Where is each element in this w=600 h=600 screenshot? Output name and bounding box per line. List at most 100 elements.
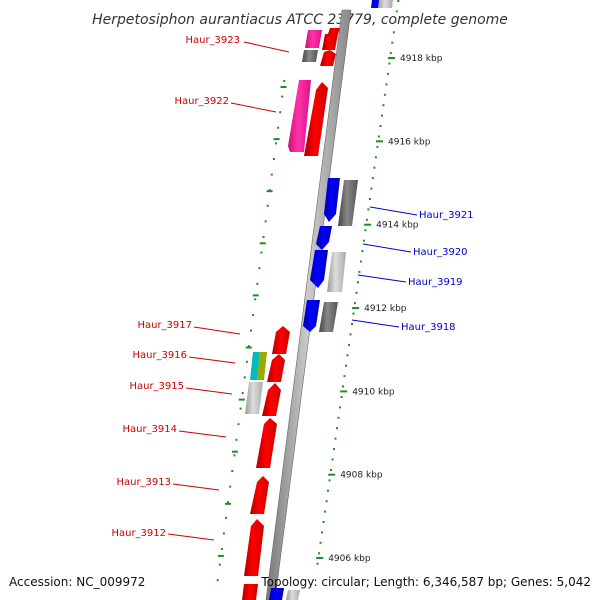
gene-top-gray-light: [378, 0, 393, 8]
tick-dot-left: [243, 376, 246, 379]
tick-dot-right: [352, 312, 355, 315]
tick-dot-right: [374, 156, 377, 159]
tick-major-left: [238, 398, 245, 401]
leader-3918: [351, 319, 400, 328]
label-haur-3916[interactable]: Haur_3916: [132, 350, 187, 361]
tick-dot-right: [362, 239, 365, 242]
tick-dot-left: [275, 142, 277, 145]
gene-top-red-tip: [328, 28, 340, 34]
tick-dot-left: [283, 80, 286, 82]
tick-dot-left: [229, 485, 232, 488]
tick-dot-right: [354, 302, 356, 305]
scale-label-4910: 4910 kbp: [352, 387, 395, 397]
tick-dot-right: [376, 145, 379, 148]
tick-dot-left: [241, 392, 244, 394]
scale-label-4918: 4918 kbp: [400, 54, 443, 64]
label-haur-3913[interactable]: Haur_3913: [116, 477, 171, 488]
label-haur-3923[interactable]: Haur_3923: [185, 35, 240, 46]
tick-dot-right: [322, 521, 325, 523]
gene-bottom-gray: [286, 590, 300, 600]
tick-dot-right: [342, 385, 344, 388]
tick-dot-right: [330, 468, 332, 471]
label-haur-3917[interactable]: Haur_3917: [137, 320, 192, 331]
tick-dot-left: [218, 563, 221, 566]
tick-dot-left: [250, 329, 252, 332]
leader-3921: [369, 206, 418, 216]
tick-dot-right: [340, 396, 343, 398]
tick-dot-right: [358, 270, 361, 273]
tick-dot-right: [368, 198, 371, 200]
tick-dot-left: [270, 173, 273, 176]
tick-tracks: [216, 0, 400, 582]
tick-major-left: [280, 86, 287, 88]
tick-dot-right: [377, 135, 380, 138]
tick-dot-left: [260, 251, 263, 254]
gene-3922-red: [304, 82, 328, 156]
tick-dot-right: [357, 281, 359, 284]
leader-3920: [362, 243, 412, 253]
label-haur-3912[interactable]: Haur_3912: [111, 528, 166, 539]
tick-dot-right: [364, 229, 367, 232]
tick-dot-right: [365, 218, 368, 221]
tick-major-right: [328, 473, 336, 476]
tick-dot-left: [225, 516, 227, 519]
tick-dot-right: [334, 437, 337, 440]
scale-label-4912: 4912 kbp: [364, 304, 407, 314]
tick-major-left: [259, 242, 266, 245]
map-title: Herpetosiphon aurantiacus ATCC 23779, co…: [92, 12, 508, 28]
tick-dot-left: [227, 501, 230, 504]
tick-dot-right: [373, 166, 376, 169]
tick-major-right: [352, 307, 360, 309]
tick-dot-right: [383, 93, 386, 96]
leader-3922: [230, 102, 277, 113]
tick-dot-right: [397, 0, 400, 2]
label-haur-3918[interactable]: Haur_3918: [401, 322, 456, 333]
tick-dot-left: [266, 204, 269, 207]
tick-major-left: [273, 138, 280, 141]
tick-dot-right: [386, 72, 389, 75]
label-haur-3915[interactable]: Haur_3915: [129, 381, 184, 392]
gene-bottom-blue: [269, 588, 284, 600]
scale-label-4916: 4916 kbp: [388, 137, 431, 147]
label-haur-3919[interactable]: Haur_3919: [408, 277, 463, 288]
gene-features: [242, 0, 393, 600]
tick-dot-right: [345, 364, 347, 367]
tick-dot-left: [264, 220, 267, 223]
tick-dot-right: [339, 406, 341, 409]
tick-major-right: [340, 390, 348, 393]
tick-dot-right: [349, 333, 352, 336]
tick-dot-right: [316, 562, 319, 565]
gene-3915-gray: [245, 382, 263, 414]
gene-3916-red: [267, 354, 285, 382]
gene-3917-red: [272, 326, 290, 354]
tick-dot-right: [382, 104, 385, 107]
tick-dot-right: [324, 510, 327, 513]
tick-major-right: [388, 57, 395, 59]
gene-top-blue: [371, 0, 379, 8]
label-haur-3922[interactable]: Haur_3922: [174, 96, 229, 107]
gene-3922-pink: [288, 80, 311, 152]
tick-dot-right: [380, 114, 383, 117]
tick-dot-left: [279, 111, 282, 114]
label-haur-3921[interactable]: Haur_3921: [419, 210, 474, 221]
tick-dot-left: [258, 267, 261, 270]
tick-dot-right: [319, 541, 322, 544]
tick-major-left: [252, 294, 259, 297]
scale-label-4914: 4914 kbp: [376, 221, 419, 231]
tick-dot-right: [351, 323, 353, 325]
tick-dot-right: [327, 489, 329, 492]
leader-3923: [243, 41, 290, 53]
leader-3917: [193, 326, 241, 335]
label-haur-3920[interactable]: Haur_3920: [413, 247, 468, 258]
tick-dot-right: [395, 10, 398, 13]
gene-3919-blue: [310, 250, 328, 288]
tick-dot-left: [256, 282, 259, 285]
gene-3918-gray: [319, 302, 338, 332]
leader-3919: [357, 274, 407, 283]
label-haur-3914[interactable]: Haur_3914: [122, 424, 177, 435]
gene-3923-red-small: [320, 50, 336, 66]
leader-3915: [185, 387, 233, 395]
tick-dot-right: [337, 416, 340, 419]
tick-major-left: [224, 502, 231, 505]
